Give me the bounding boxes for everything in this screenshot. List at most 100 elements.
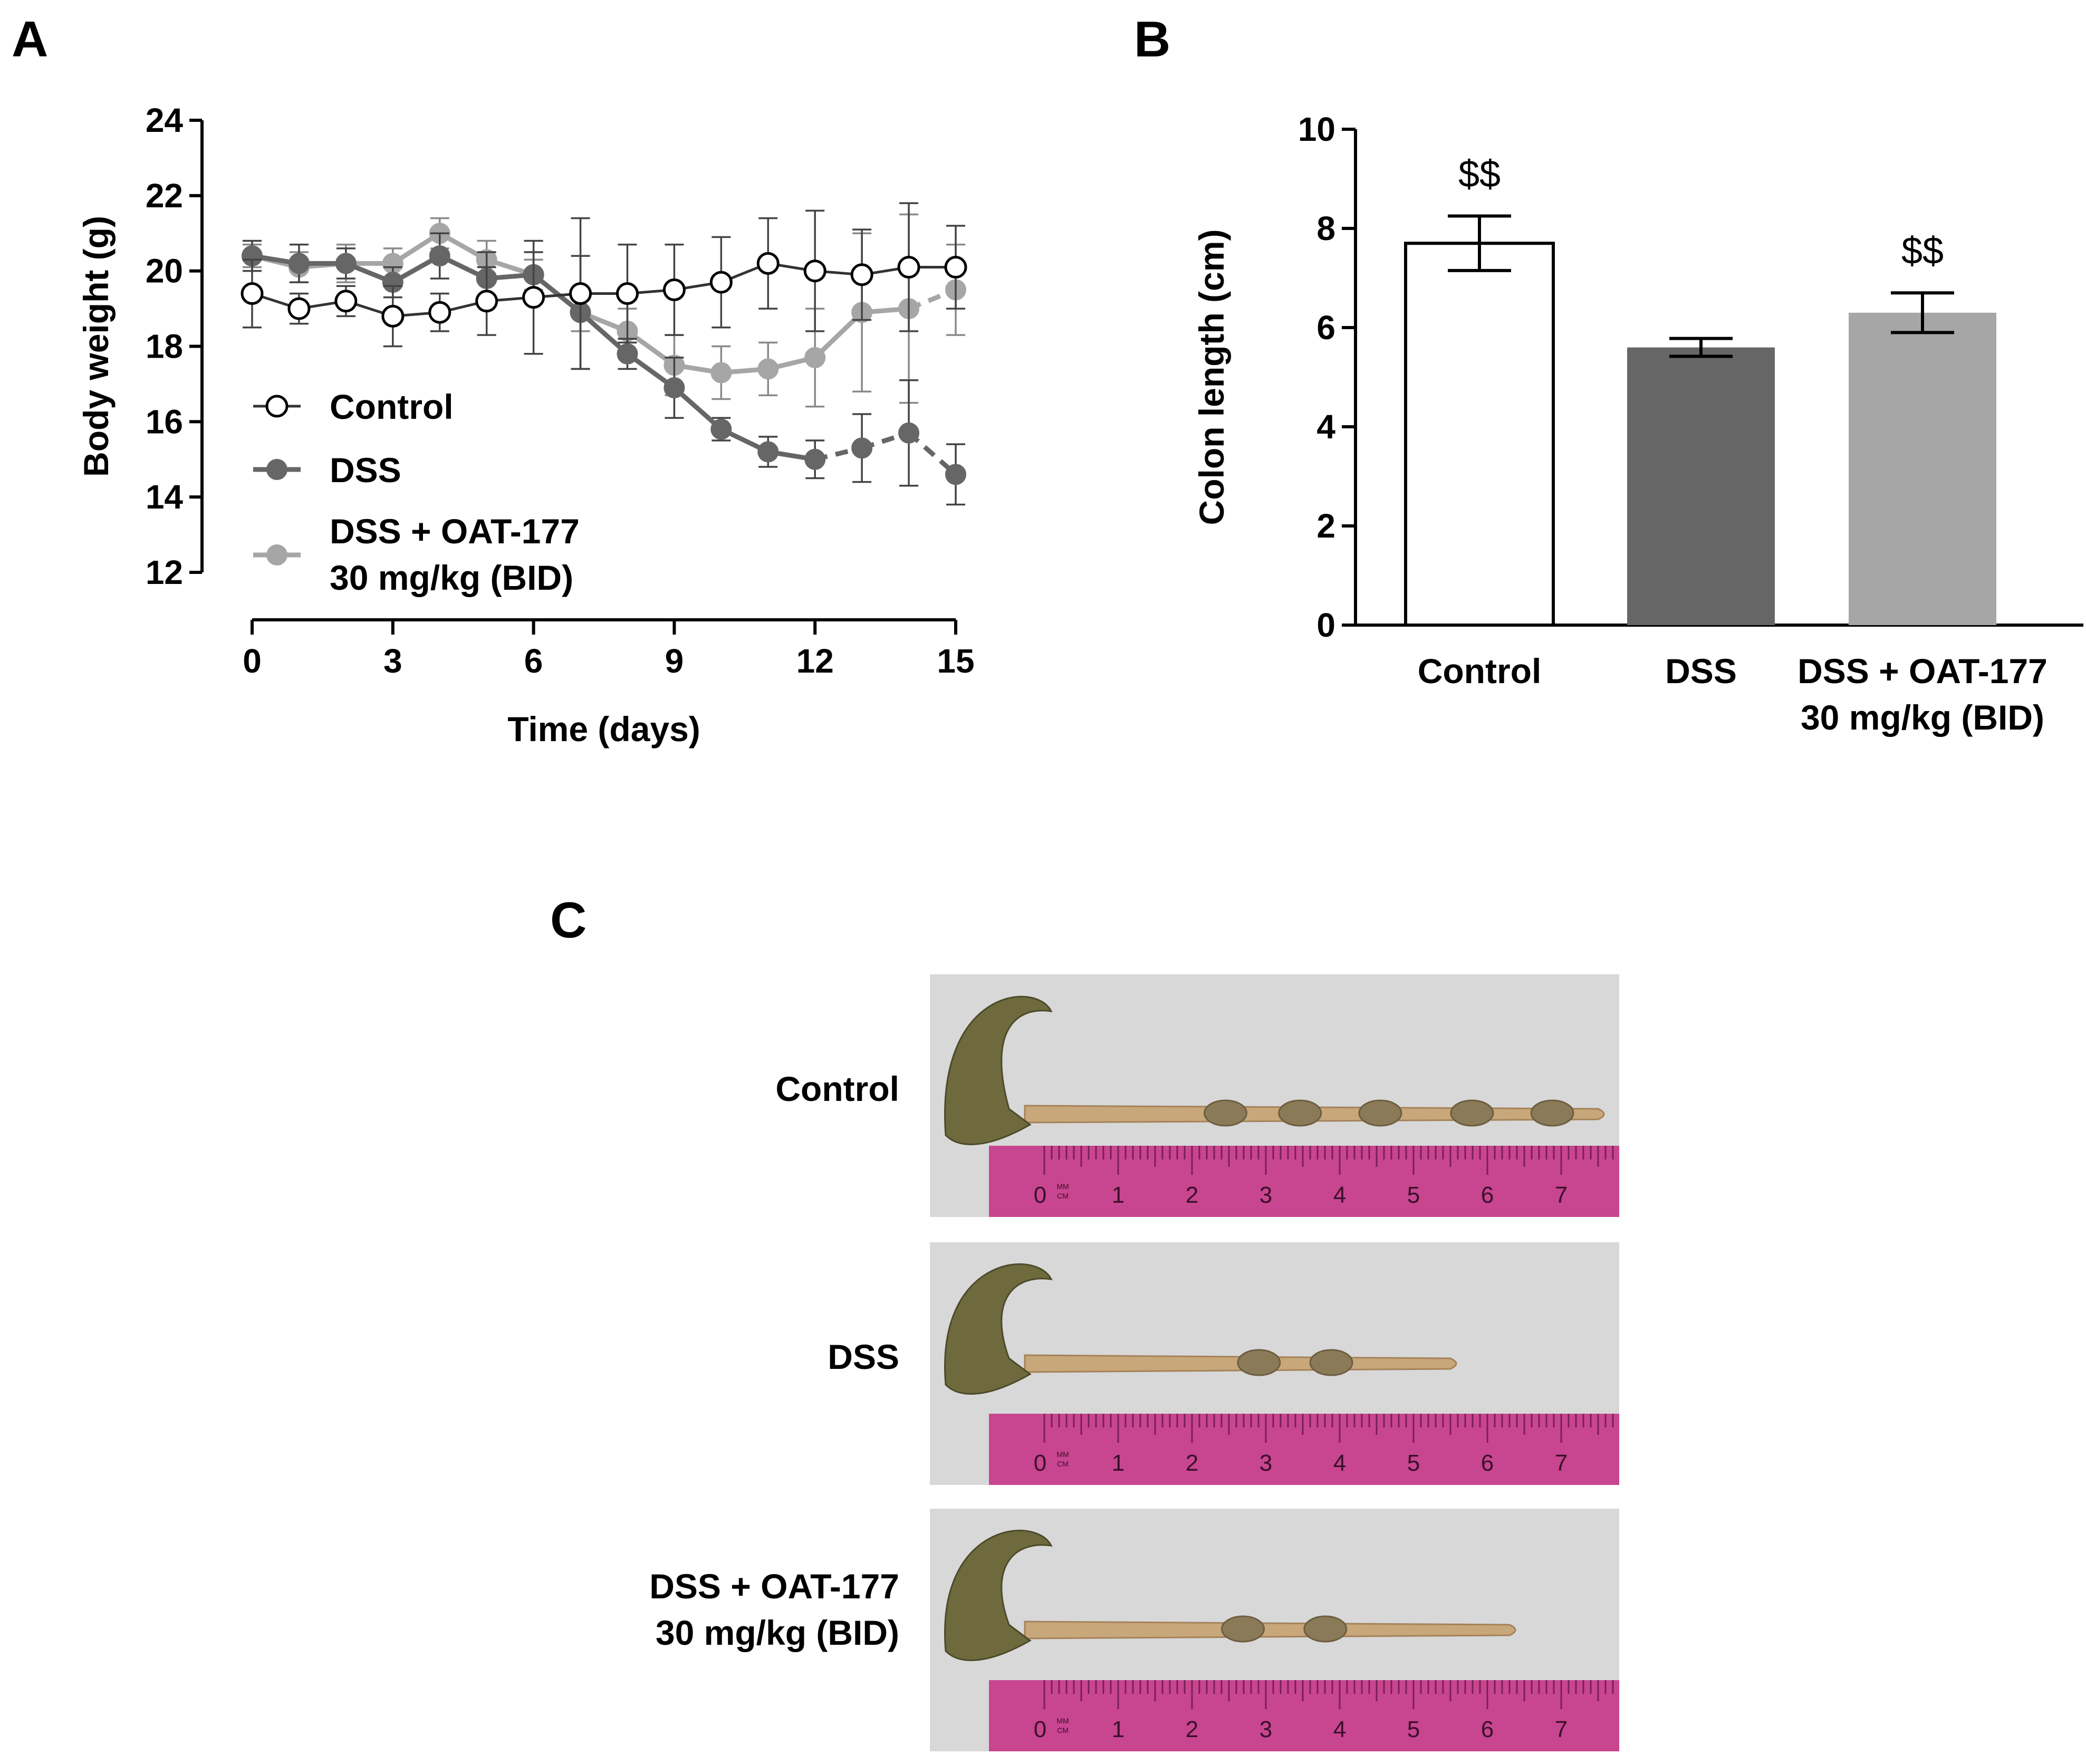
bar [1404, 242, 1555, 627]
ruler-number: 2 [1186, 1182, 1198, 1208]
data-point [429, 245, 450, 267]
y-tick-label: 16 [146, 402, 183, 440]
series-dss [242, 232, 966, 506]
y-tick-label: 18 [146, 328, 183, 366]
fecal-pellet [1237, 1349, 1281, 1376]
ruler-number: 1 [1112, 1182, 1124, 1208]
x-tick-label: 9 [665, 642, 684, 680]
y-axis-title: Colon length (cm) [1192, 229, 1231, 525]
data-point [288, 253, 310, 274]
legend-marker [266, 544, 287, 565]
significance-annotation: $$ [1458, 154, 1501, 196]
y-tick-label: 8 [1316, 209, 1335, 247]
ruler-number: 4 [1333, 1717, 1346, 1742]
ruler-number: 2 [1186, 1717, 1198, 1742]
y-tick-label: 4 [1316, 408, 1335, 446]
data-point [710, 418, 732, 440]
legend-label: DSS + OAT-177 30 mg/kg (BID) [330, 512, 580, 597]
bar [1627, 347, 1775, 625]
ruler-unit-cm: CM [1057, 1726, 1069, 1734]
ruler-number: 7 [1555, 1717, 1568, 1742]
photo-label: DSS [828, 1337, 899, 1376]
y-tick-label: 10 [1298, 110, 1335, 148]
data-point [803, 260, 826, 283]
ruler-unit-mm: MM [1056, 1717, 1069, 1725]
data-point [897, 256, 920, 279]
data-point [851, 437, 873, 459]
cecum [944, 995, 1053, 1145]
legend-marker [265, 395, 289, 418]
fecal-pellet [1450, 1099, 1494, 1127]
cecum [944, 1529, 1053, 1661]
colon-tube [1024, 1621, 1516, 1640]
data-point [804, 347, 826, 368]
y-axis-title: Body weight (g) [76, 216, 116, 477]
data-point [617, 343, 638, 365]
fecal-pellet [1278, 1099, 1322, 1127]
ruler-number: 1 [1112, 1717, 1124, 1742]
colon-length-bar-chart: 0 2 4 6 8 10 Colon length (cm) $$ Control DSS $$ DS… [1192, 110, 2083, 737]
data-point [757, 358, 779, 380]
ruler-number: 5 [1407, 1182, 1420, 1208]
fecal-pellet [1309, 1349, 1353, 1376]
data-point [241, 282, 264, 305]
ruler [989, 1146, 1619, 1217]
ruler-number: 4 [1333, 1450, 1346, 1476]
data-point [569, 282, 592, 305]
y-tick-label: 14 [146, 478, 184, 516]
data-point [522, 286, 545, 309]
fecal-pellet [1358, 1099, 1402, 1127]
x-axis-title: Time (days) [507, 710, 700, 749]
data-point [945, 464, 966, 485]
data-point [898, 422, 920, 444]
ruler-number: 0 [1034, 1182, 1046, 1208]
photo-label: Control [775, 1069, 899, 1108]
photo-label: DSS + OAT-177 30 mg/kg (BID) [649, 1567, 899, 1652]
ruler-number: 4 [1333, 1182, 1346, 1208]
ruler-number: 0 [1034, 1450, 1046, 1476]
ruler-number: 3 [1260, 1717, 1272, 1742]
ruler-number: 3 [1260, 1450, 1272, 1476]
series-control [241, 202, 967, 370]
y-tick-label: 20 [146, 252, 183, 290]
ruler-number: 6 [1481, 1450, 1494, 1476]
fecal-pellet [1221, 1615, 1265, 1643]
data-point [334, 290, 358, 313]
panel-letter-b: B [1134, 11, 1171, 68]
y-tick-label: 24 [146, 101, 184, 139]
data-point [757, 441, 779, 463]
ruler-unit-cm: CM [1057, 1460, 1069, 1468]
legend-marker [266, 459, 287, 480]
bar [1849, 312, 1996, 625]
fecal-pellet [1203, 1099, 1247, 1127]
category-label: DSS + OAT-177 30 mg/kg (BID) [1797, 651, 2047, 737]
x-tick-label: 0 [243, 642, 262, 680]
data-point [335, 253, 357, 274]
significance-annotation: $$ [1901, 230, 1944, 272]
y-tick-label: 0 [1316, 606, 1335, 644]
ruler [989, 1414, 1619, 1485]
data-point [944, 256, 967, 279]
data-point [662, 278, 686, 301]
fecal-pellet [1303, 1615, 1348, 1643]
fecal-pellet [1530, 1099, 1574, 1127]
y-tick-label: 6 [1316, 309, 1335, 347]
ruler-number: 5 [1407, 1450, 1420, 1476]
data-point [710, 362, 732, 384]
data-point [381, 304, 405, 328]
data-point [664, 377, 685, 399]
ruler-number: 3 [1260, 1182, 1272, 1208]
ruler-number: 6 [1481, 1182, 1494, 1208]
ruler-unit-mm: MM [1056, 1182, 1069, 1191]
category-label: DSS [1665, 651, 1737, 691]
data-point [287, 297, 311, 320]
x-tick-label: 6 [524, 642, 543, 680]
y-tick-label: 12 [146, 553, 183, 591]
x-tick-label: 3 [383, 642, 402, 680]
data-point [475, 290, 498, 313]
ruler-number: 5 [1407, 1717, 1420, 1742]
